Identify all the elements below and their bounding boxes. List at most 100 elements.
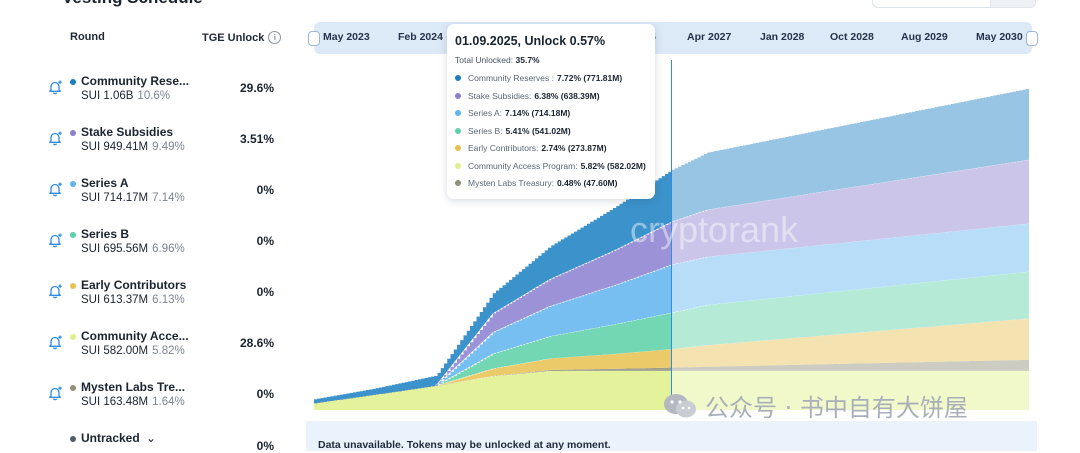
round-row[interactable]: Stake Subsidies SUI 949.41M 9.49% 3.51% [0, 122, 290, 173]
area-series-a [314, 264, 672, 404]
chart-tooltip: 01.09.2025, Unlock 0.57% Total Unlocked:… [447, 24, 655, 199]
tooltip-item-value: 7.72% (771.81M) [556, 73, 623, 83]
tooltip-total-label: Total Unlocked: [455, 55, 514, 65]
round-amount: SUI 582.00M [81, 345, 149, 357]
data-unavailable-note: Data unavailable. Tokens may be unlocked… [318, 439, 611, 451]
round-row[interactable]: Series B SUI 695.56M 6.96% 0% [0, 224, 290, 275]
series-dot [70, 181, 76, 187]
round-amount: SUI 163.48M [81, 396, 149, 408]
series-dot [70, 385, 76, 391]
chevron-down-icon: ⌄ [146, 431, 157, 445]
round-row[interactable]: Early Contributors SUI 613.37M 6.13% 0% [0, 275, 290, 326]
round-name: Community Acce... [81, 329, 189, 343]
wechat-icon [664, 393, 696, 417]
header-tge-label: TGE Unlock [202, 31, 265, 44]
wechat-watermark: 公众号 · 书中自有大饼屋 [663, 388, 968, 423]
round-share: 1.64% [152, 396, 185, 408]
round-share: 6.13% [152, 294, 185, 306]
tooltip-total-value: 35.7% [515, 55, 540, 65]
round-amount: SUI 714.17M [81, 192, 149, 204]
series-dot [70, 334, 76, 340]
round-amount: SUI 695.56M [81, 243, 149, 255]
tooltip-item-label: Early Contributors: [468, 143, 539, 153]
tooltip-item-label: Series A: [468, 108, 503, 118]
bell-add-icon[interactable] [47, 283, 63, 299]
timeline-slider[interactable]: May 2023 Feb 2024 5 Apr 2027 Jan 2028 Oc… [308, 22, 1038, 54]
tooltip-item: Mysten Labs Treasury: 0.48% (47.60M) [455, 178, 617, 188]
timeline-right-handle[interactable] [1026, 31, 1038, 46]
watermark-text: 公众号 · 书中自有大饼屋 [705, 394, 968, 422]
tooltip-total: Total Unlocked: 35.7% [455, 55, 540, 65]
round-tge-unlock: 0% [256, 234, 274, 248]
bell-add-icon[interactable] [47, 181, 63, 197]
tooltip-dot [455, 145, 461, 151]
area-early-contributors [671, 318, 1029, 368]
round-row[interactable]: Series A SUI 714.17M 7.14% 0% [0, 173, 290, 224]
area-community-access-program [671, 370, 1029, 410]
timeline-label: Jan 2028 [760, 31, 805, 43]
round-tge-unlock: 29.6% [239, 81, 274, 95]
timeline-label: Feb 2024 [398, 31, 443, 43]
brand-watermark: cryptorank [630, 209, 799, 250]
bell-add-icon[interactable] [47, 232, 63, 248]
tooltip-dot [455, 180, 461, 186]
round-row[interactable]: Mysten Labs Tre... SUI 163.48M 1.64% 0% [0, 377, 290, 428]
area-stake-subsidies [314, 221, 672, 404]
tooltip-item-value: 5.82% (582.02M) [580, 160, 646, 171]
tooltip-item: Series B: 5.41% (541.02M) [455, 126, 571, 136]
series-dot [70, 283, 76, 289]
tooltip-item-value: 7.14% (714.18M) [505, 108, 571, 118]
header-round: Round [70, 31, 105, 43]
timeline-label: May 2030 [976, 31, 1023, 43]
tooltip-item-value: 0.48% (47.60M) [556, 178, 618, 188]
tooltip-item: Community Reserves :7.72% (771.81M) [455, 73, 622, 83]
round-tge-unlock: 0% [256, 387, 274, 401]
untracked-toggle[interactable]: Untracked ⌄ [70, 431, 156, 445]
round-amount-line: SUI 1.06B 10.6% [81, 90, 170, 102]
timeline-label: May 2023 [323, 31, 370, 43]
vesting-chart[interactable]: cryptorank [300, 60, 1040, 422]
round-share: 5.82% [152, 345, 185, 357]
round-tge-unlock: 0% [256, 285, 274, 299]
round-tge-unlock: 3.51% [239, 132, 274, 146]
round-name: Community Rese... [81, 74, 190, 88]
area-series-a [671, 223, 1029, 313]
section-title-cut: Vesting Schedule [62, 0, 203, 8]
area-series-b [314, 312, 672, 404]
tooltip-item-label: Series B: [468, 125, 503, 136]
tooltip-item: Community Access Program: 5.82% (582.02M) [455, 161, 646, 171]
bell-add-icon[interactable] [47, 130, 63, 146]
round-amount-line: SUI 714.17M 7.14% [81, 192, 185, 204]
round-amount-line: SUI 163.48M 1.64% [81, 396, 185, 408]
tooltip-title: 01.09.2025, Unlock 0.57% [455, 34, 606, 48]
tooltip-item: Series A: 7.14% (714.18M) [455, 108, 570, 118]
bell-add-icon[interactable] [47, 385, 63, 401]
round-share: 10.6% [137, 90, 171, 102]
timeline-left-handle[interactable] [308, 31, 320, 46]
tooltip-dot [455, 75, 461, 81]
bell-add-icon[interactable] [47, 334, 63, 350]
info-icon[interactable]: i [268, 31, 282, 44]
round-row[interactable]: Community Rese... SUI 1.06B 10.6% 29.6% [0, 71, 290, 122]
tooltip-dot [455, 162, 461, 169]
header-tge: TGE Unlock i [202, 31, 282, 44]
tooltip-item-label: Community Reserves : [468, 73, 554, 83]
timeline-label: Apr 2027 [687, 31, 732, 43]
tooltip-dot [455, 92, 461, 99]
round-amount-line: SUI 582.00M 5.82% [81, 345, 185, 357]
untracked-tge-value: 0% [256, 439, 274, 453]
bell-add-icon[interactable] [47, 79, 63, 95]
round-name: Series A [81, 176, 129, 190]
area-community-reserves [314, 169, 672, 404]
tooltip-item-label: Stake Subsidies: [468, 90, 532, 101]
series-dot [70, 232, 76, 238]
search-box-cut[interactable] [872, 0, 1036, 8]
round-amount: SUI 1.06B [81, 90, 134, 102]
area-stake-subsidies [671, 159, 1029, 265]
round-name: Stake Subsidies [81, 125, 174, 139]
area-community-reserves [671, 88, 1029, 222]
timeline-label: Aug 2029 [901, 31, 948, 43]
round-name: Series B [81, 227, 130, 241]
note-bar [306, 421, 1037, 451]
round-row[interactable]: Community Acce... SUI 582.00M 5.82% 28.6% [0, 326, 290, 377]
